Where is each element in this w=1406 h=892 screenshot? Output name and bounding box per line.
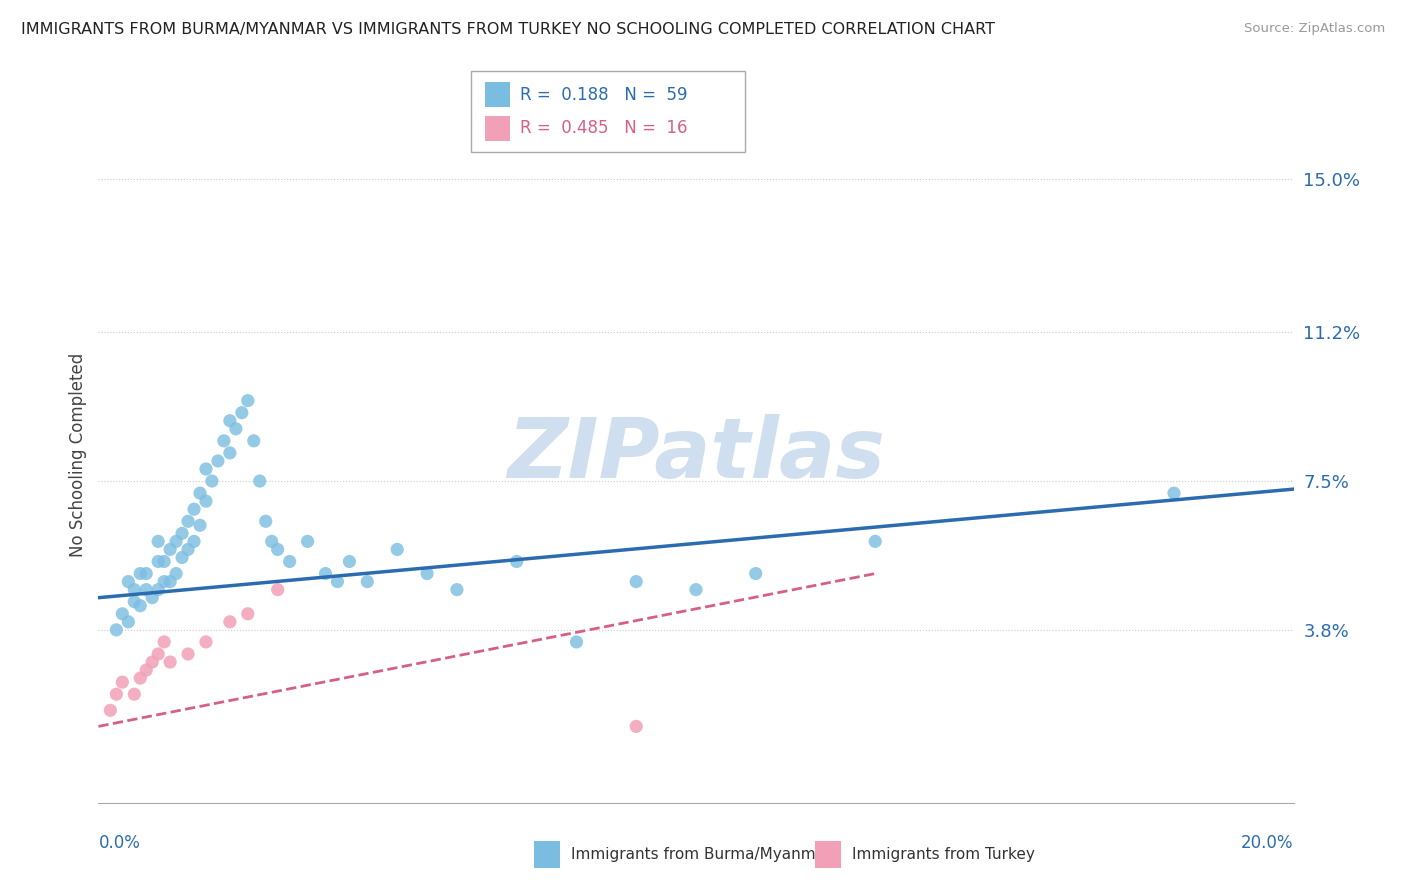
Point (153, 554, 176, 568)
Point (159, 542, 181, 557)
Point (267, 542, 290, 557)
Text: IMMIGRANTS FROM BURMA/MYANMAR VS IMMIGRANTS FROM TURKEY NO SCHOOLING COMPLETED C: IMMIGRANTS FROM BURMA/MYANMAR VS IMMIGRA… (21, 22, 995, 37)
Point (135, 663, 157, 677)
Point (148, 554, 170, 568)
Text: ZIPatlas: ZIPatlas (508, 415, 884, 495)
Point (267, 582, 290, 597)
Point (254, 514, 277, 528)
Point (385, 542, 409, 557)
Text: Immigrants from Burma/Myanmar: Immigrants from Burma/Myanmar (571, 847, 831, 862)
Point (225, 422, 247, 436)
Point (165, 534, 187, 549)
Point (129, 566, 152, 581)
Point (219, 414, 242, 428)
Point (194, 462, 218, 476)
Point (188, 486, 211, 500)
Point (153, 635, 176, 649)
Point (194, 635, 218, 649)
Point (98, 703, 122, 717)
Point (356, 574, 378, 589)
Point (231, 406, 253, 420)
Point (172, 550, 194, 565)
Text: Source: ZipAtlas.com: Source: ZipAtlas.com (1244, 22, 1385, 36)
Point (565, 635, 588, 649)
Point (177, 514, 200, 528)
Point (111, 675, 134, 690)
Point (159, 574, 181, 589)
Point (194, 494, 218, 508)
Point (624, 574, 647, 589)
Y-axis label: No Schooling Completed: No Schooling Completed (69, 353, 87, 557)
Text: Immigrants from Turkey: Immigrants from Turkey (852, 847, 1035, 862)
Point (278, 554, 301, 568)
Point (260, 534, 283, 549)
Point (865, 534, 887, 549)
Point (183, 534, 205, 549)
Point (111, 607, 134, 621)
Point (135, 582, 157, 597)
Point (1163, 486, 1185, 500)
Point (159, 655, 181, 669)
Point (315, 566, 337, 581)
Point (236, 607, 259, 621)
Point (212, 434, 235, 448)
Point (117, 574, 139, 589)
Point (219, 446, 242, 460)
Point (446, 582, 468, 597)
Point (416, 566, 439, 581)
Point (207, 454, 229, 468)
Point (326, 574, 349, 589)
Point (219, 615, 242, 629)
Point (165, 566, 187, 581)
Point (135, 566, 157, 581)
Point (745, 566, 768, 581)
Point (153, 574, 176, 589)
Text: 0.0%: 0.0% (98, 834, 141, 852)
Point (624, 719, 647, 733)
Point (148, 647, 170, 661)
Point (105, 623, 128, 637)
Point (129, 671, 152, 685)
Point (177, 542, 200, 557)
Point (243, 434, 266, 448)
Point (188, 518, 211, 533)
Point (506, 554, 529, 568)
Point (117, 615, 139, 629)
Point (236, 393, 259, 408)
Point (297, 534, 319, 549)
Point (183, 502, 205, 516)
Point (339, 554, 360, 568)
Point (148, 582, 170, 597)
Point (124, 582, 146, 597)
Text: R =  0.188   N =  59: R = 0.188 N = 59 (520, 86, 688, 103)
Point (124, 687, 146, 701)
Point (685, 582, 707, 597)
Point (249, 474, 271, 488)
Point (105, 687, 128, 701)
Point (177, 647, 200, 661)
Point (201, 474, 224, 488)
Text: 20.0%: 20.0% (1241, 834, 1294, 852)
Point (129, 599, 152, 613)
Point (172, 526, 194, 541)
Point (141, 655, 163, 669)
Text: R =  0.485   N =  16: R = 0.485 N = 16 (520, 120, 688, 137)
Point (148, 534, 170, 549)
Point (141, 591, 163, 605)
Point (124, 595, 146, 609)
